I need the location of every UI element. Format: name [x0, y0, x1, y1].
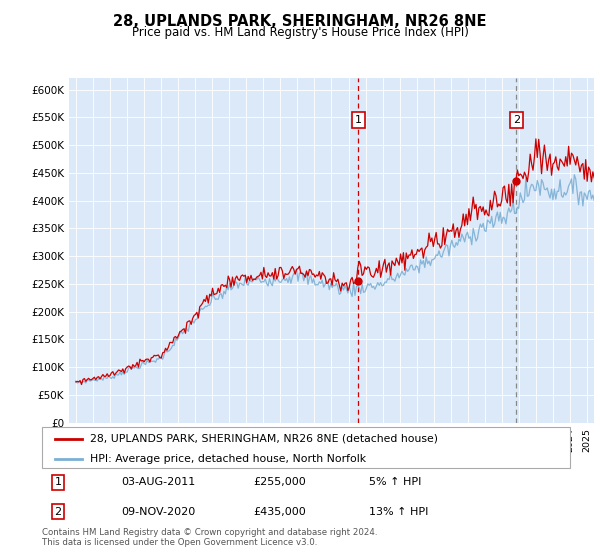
Point	[512, 177, 521, 186]
Point	[353, 277, 363, 286]
Text: 28, UPLANDS PARK, SHERINGHAM, NR26 8NE (detached house): 28, UPLANDS PARK, SHERINGHAM, NR26 8NE (…	[89, 433, 437, 444]
Text: 09-NOV-2020: 09-NOV-2020	[121, 507, 196, 517]
Text: 28, UPLANDS PARK, SHERINGHAM, NR26 8NE: 28, UPLANDS PARK, SHERINGHAM, NR26 8NE	[113, 14, 487, 29]
Text: 03-AUG-2011: 03-AUG-2011	[121, 477, 196, 487]
Text: 1: 1	[55, 477, 61, 487]
Text: £435,000: £435,000	[253, 507, 306, 517]
Text: 2: 2	[54, 507, 61, 517]
Text: £255,000: £255,000	[253, 477, 306, 487]
Text: 5% ↑ HPI: 5% ↑ HPI	[370, 477, 422, 487]
Text: 2: 2	[513, 115, 520, 125]
Text: 1: 1	[355, 115, 362, 125]
Text: Price paid vs. HM Land Registry's House Price Index (HPI): Price paid vs. HM Land Registry's House …	[131, 26, 469, 39]
Text: 13% ↑ HPI: 13% ↑ HPI	[370, 507, 429, 517]
Text: HPI: Average price, detached house, North Norfolk: HPI: Average price, detached house, Nort…	[89, 454, 365, 464]
Text: Contains HM Land Registry data © Crown copyright and database right 2024.
This d: Contains HM Land Registry data © Crown c…	[42, 528, 377, 547]
